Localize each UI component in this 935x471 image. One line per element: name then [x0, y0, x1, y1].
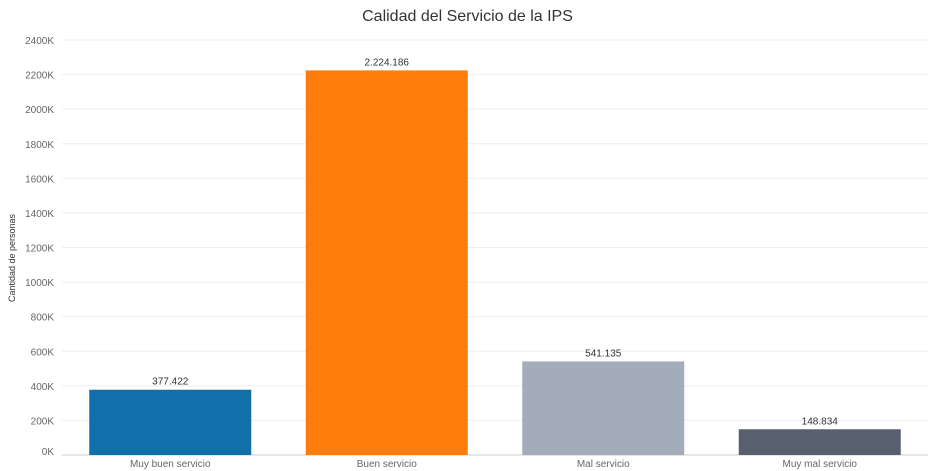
data-label: 541.135	[585, 348, 622, 359]
bars-layer	[89, 70, 901, 455]
y-axis-title: Cantidad de personas	[7, 213, 17, 302]
x-tick-label: Muy mal servicio	[783, 459, 858, 470]
bar[interactable]	[522, 361, 685, 455]
y-tick-label: 2000K	[25, 105, 54, 116]
y-tick-label: 400K	[31, 382, 55, 393]
y-tick-label: 0K	[42, 447, 55, 458]
x-tick-label: Muy buen servicio	[130, 459, 211, 470]
bar[interactable]	[738, 429, 901, 455]
x-tick-label: Buen servicio	[357, 459, 417, 470]
y-tick-label: 1600K	[25, 174, 54, 185]
data-label: 377.422	[152, 377, 189, 388]
y-tick-label: 1200K	[25, 244, 54, 255]
y-tick-label: 600K	[31, 347, 55, 358]
bar[interactable]	[305, 70, 468, 455]
data-label: 2.224.186	[365, 57, 410, 68]
grid-layer	[62, 39, 928, 456]
y-tick-label: 1800K	[25, 140, 54, 151]
y-tick-label: 800K	[31, 313, 55, 324]
chart-title: Calidad del Servicio de la IPS	[362, 8, 573, 25]
y-tick-label: 2400K	[25, 36, 54, 47]
x-tick-label: Mal servicio	[577, 459, 630, 470]
y-tick-label: 2200K	[25, 71, 54, 82]
y-tick-label: 1400K	[25, 209, 54, 220]
bar[interactable]	[89, 389, 252, 455]
y-tick-label: 200K	[31, 416, 55, 427]
labels-layer: 0K 200K 400K 600K 800K 1000K 1200K 1400K 1600K 18…	[25, 36, 857, 470]
y-tick-label: 1000K	[25, 278, 54, 289]
data-label: 148.834	[802, 416, 839, 427]
